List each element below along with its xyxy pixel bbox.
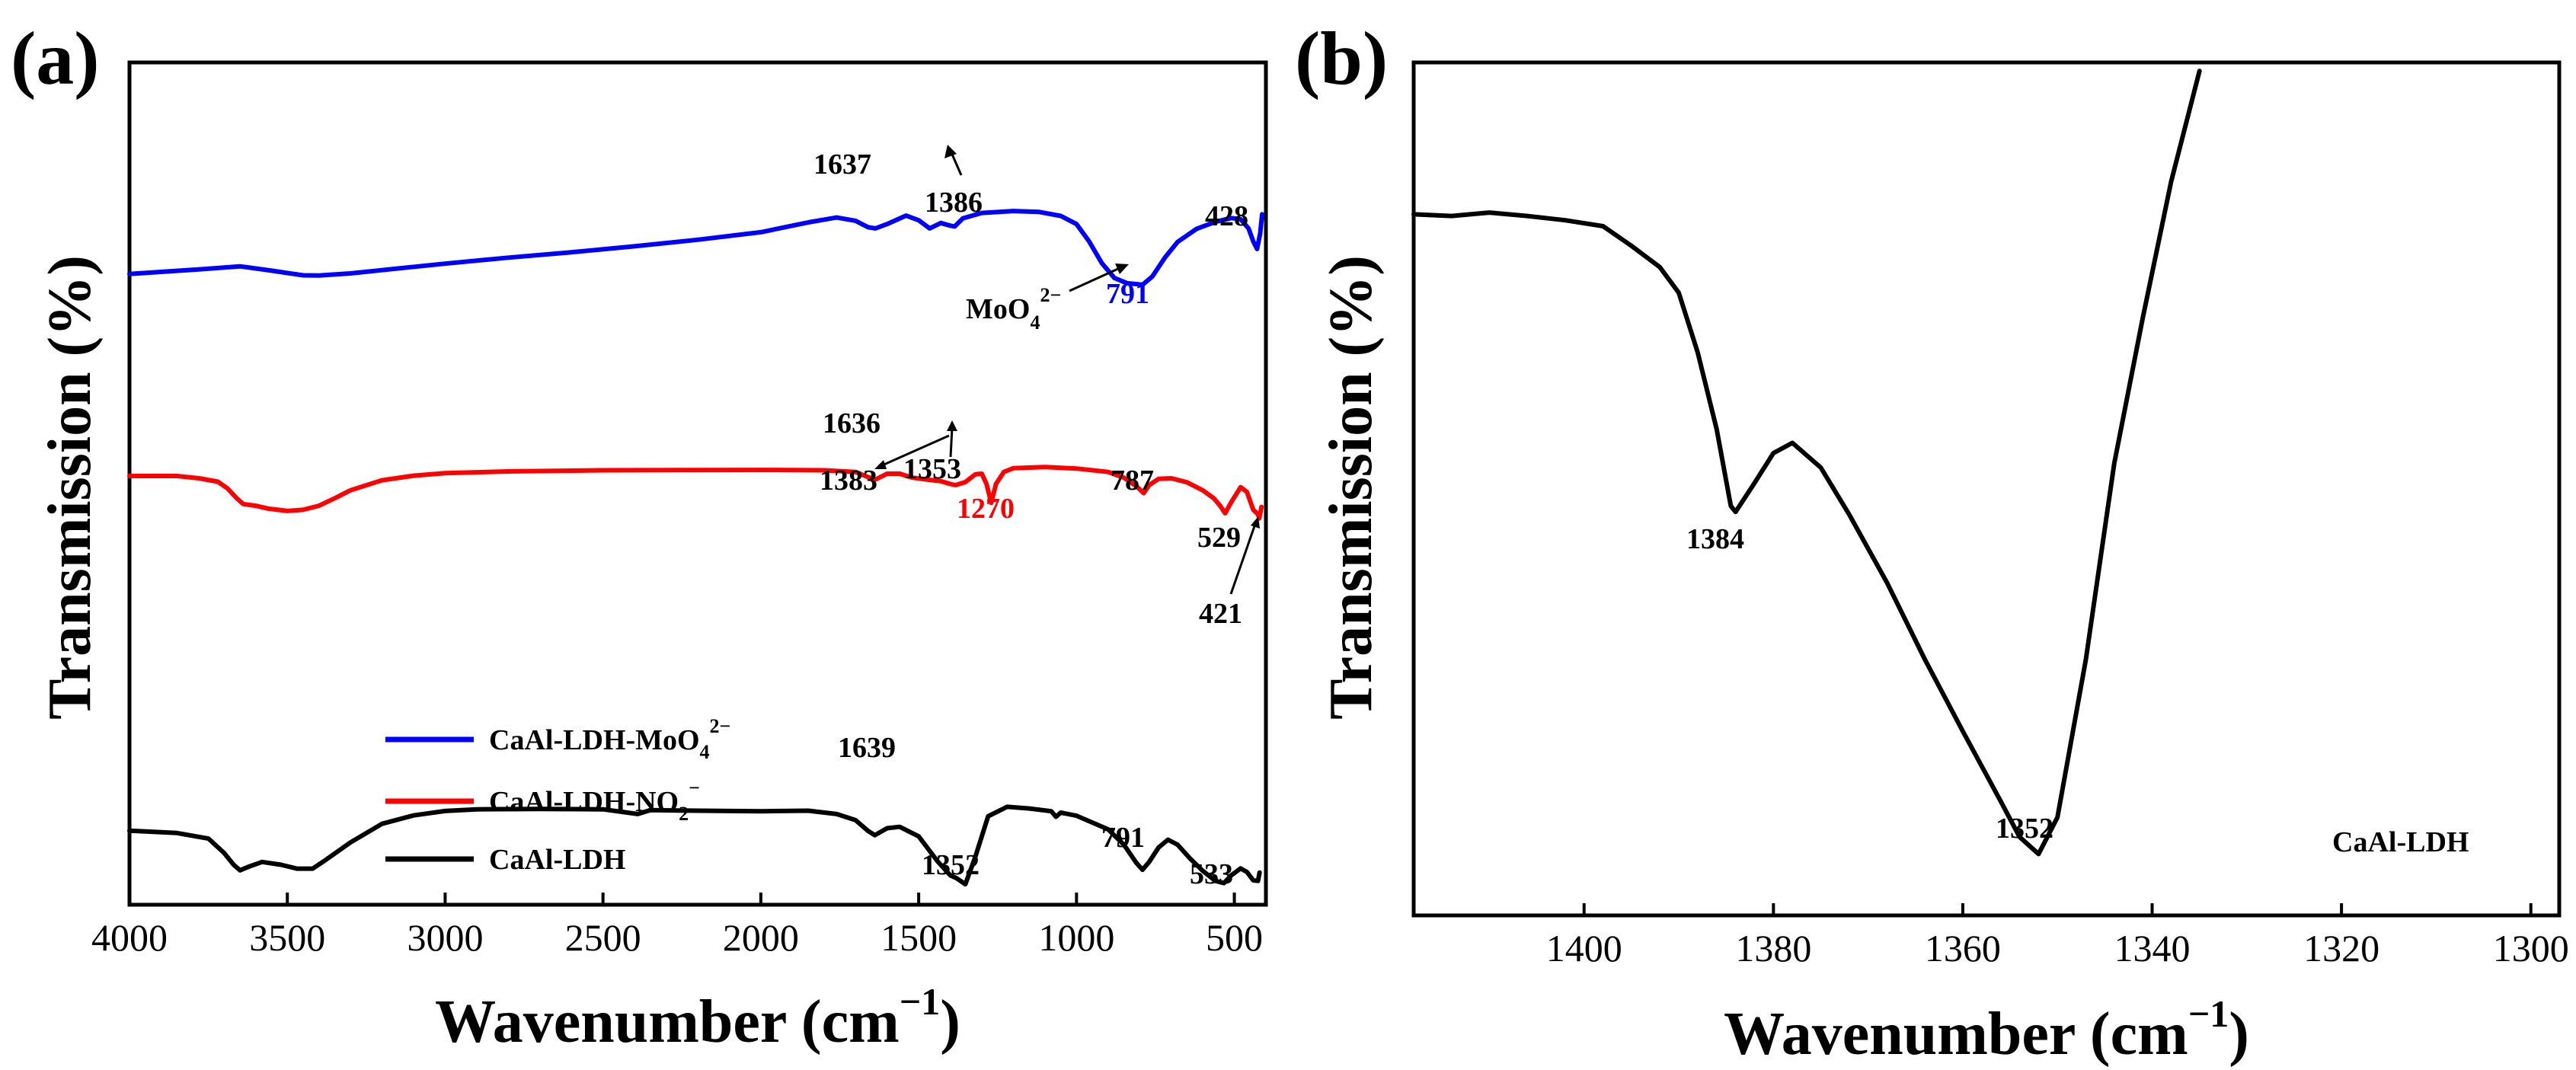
peak-label-blue-791: 791	[1106, 278, 1149, 310]
peak-label-black-533: 533	[1190, 858, 1233, 890]
y-axis-title-a: Transmission (%)	[37, 255, 104, 720]
inset-label-b: CaAl-LDH	[2332, 826, 2469, 858]
x-ticks-a: 4000 3500 3000 2500 2000 1500 1000 500	[91, 893, 1263, 959]
series-line-a-2	[127, 804, 1262, 887]
x-axis-title-b-main: Wavenumber (cm	[1724, 1001, 2188, 1068]
moo4-label-base: MoO	[966, 293, 1030, 325]
legend-moo4-sub: 4	[700, 741, 710, 763]
arrow-head-1353	[947, 420, 957, 431]
peak-label-b-1352: 1352	[1996, 813, 2053, 845]
legend-label-no2: CaAl-LDH-NO2−	[489, 777, 700, 825]
peak-label-blue-1637: 1637	[813, 149, 871, 180]
x-tick-label-b-1380: 1380	[1735, 927, 1811, 969]
x-tick-label-a-3000: 3000	[407, 916, 483, 959]
x-axis-title-b-close: )	[2229, 1001, 2249, 1068]
legend: CaAl-LDH-MoO42− CaAl-LDH-NO2− CaAl-LDH	[385, 715, 730, 876]
x-tick-label-a-1500: 1500	[881, 916, 957, 959]
x-axis-title-b-sup: −1	[2188, 992, 2229, 1035]
plot-frame-b	[1411, 60, 2562, 918]
legend-no2-sub: 2	[679, 803, 689, 825]
x-tick-label-b-1400: 1400	[1546, 927, 1622, 969]
y-axis-title-b: Transmission (%)	[1318, 255, 1385, 720]
panel-b: 1400 1380 1360 1340 1320 1300 Transmission (%…	[1318, 60, 2569, 1068]
peak-label-blue-428: 428	[1205, 200, 1248, 232]
legend-moo4-sup: 2−	[710, 715, 731, 737]
x-tick-label-a-500: 500	[1206, 916, 1263, 959]
panel-a: 4000 3500 3000 2500 2000 1500 1000 500 Transmis…	[37, 60, 1268, 1056]
peak-label-red-529: 529	[1197, 522, 1241, 554]
series-line-b-0	[1411, 69, 2202, 857]
peak-label-blue-1386: 1386	[925, 187, 983, 219]
x-tick-label-a-1000: 1000	[1038, 916, 1114, 959]
legend-no2-base: CaAl-LDH-NO	[489, 786, 679, 818]
peak-label-red-787: 787	[1111, 465, 1154, 497]
series-lines-b	[1411, 69, 2202, 857]
x-tick-label-a-2500: 2500	[565, 916, 641, 959]
x-tick-label-a-4000: 4000	[91, 916, 168, 959]
legend-moo4-base: CaAl-LDH-MoO	[489, 724, 700, 756]
arrow-head-421	[1251, 516, 1260, 529]
moo4-label-sub: 4	[1030, 311, 1040, 334]
peak-label-red-1353: 1353	[903, 453, 961, 485]
arrow-791	[1069, 267, 1120, 292]
x-tick-label-b-1360: 1360	[1925, 927, 2001, 969]
legend-label-ldh: CaAl-LDH	[489, 844, 625, 876]
x-tick-label-a-2000: 2000	[723, 916, 799, 959]
x-axis-title-b: Wavenumber (cm−1)	[1724, 992, 2249, 1068]
x-tick-label-b-1300: 1300	[2493, 927, 2569, 969]
arrow-head-1386	[944, 145, 957, 158]
panel-label-b: (b)	[1295, 16, 1388, 101]
series-lines-a	[127, 209, 1264, 887]
x-tick-label-b-1320: 1320	[2303, 927, 2379, 969]
series-line-a-1	[127, 465, 1264, 521]
peak-label-red-421: 421	[1199, 598, 1242, 630]
arrow-1383	[880, 434, 950, 468]
x-ticks-b: 1400 1380 1360 1340 1320 1300	[1546, 903, 2569, 969]
series-line-a-0	[127, 209, 1264, 287]
x-axis-title-a-close: )	[940, 989, 960, 1056]
legend-label-moo4: CaAl-LDH-MoO42−	[489, 715, 730, 763]
plot-frame-a	[127, 60, 1268, 907]
peak-label-black-1352: 1352	[922, 849, 980, 881]
peak-label-red-1383: 1383	[820, 465, 877, 497]
arrow-head-791	[1115, 264, 1129, 274]
legend-no2-sup: −	[689, 777, 700, 799]
peak-label-red-1636: 1636	[823, 407, 881, 439]
panel-label-a: (a)	[11, 16, 100, 101]
x-tick-label-a-3500: 3500	[249, 916, 325, 959]
x-axis-title-a-sup: −1	[900, 980, 941, 1023]
peak-label-red-1270: 1270	[957, 493, 1015, 525]
x-tick-label-b-1340: 1340	[2114, 927, 2191, 969]
arrow-421	[1229, 523, 1257, 595]
peak-label-black-791: 791	[1101, 822, 1145, 854]
peak-label-b-1384: 1384	[1686, 523, 1744, 555]
moo4-label-sup: 2−	[1040, 284, 1061, 306]
arrow-1353	[949, 427, 954, 458]
moo4-label: MoO42−	[966, 284, 1061, 334]
peak-label-black-1639: 1639	[838, 732, 896, 764]
x-axis-title-a: Wavenumber (cm−1)	[435, 980, 960, 1056]
x-axis-title-a-main: Wavenumber (cm	[435, 989, 900, 1056]
arrow-head-1383	[874, 460, 887, 469]
